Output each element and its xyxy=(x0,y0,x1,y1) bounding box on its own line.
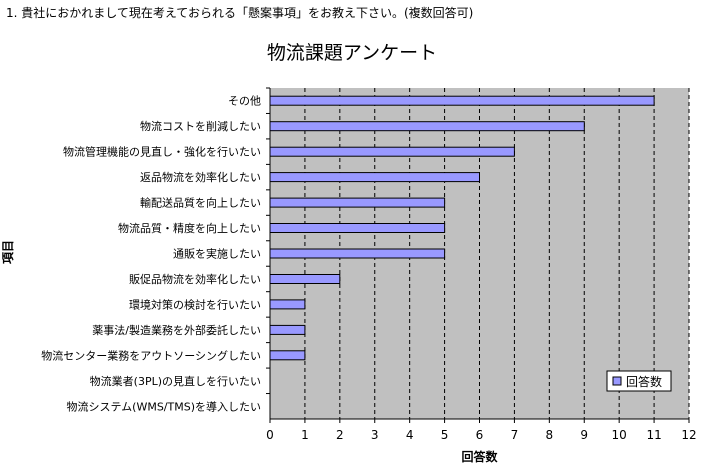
bar-5 xyxy=(269,223,446,233)
bar-9 xyxy=(269,324,306,335)
category-label-11: 物流業者(3PL)の見直しを行いたい xyxy=(90,374,261,388)
x-tick-label-4: 4 xyxy=(406,428,414,442)
bar-4 xyxy=(269,197,446,208)
category-label-1: 物流コストを削減したい xyxy=(140,119,261,133)
x-tick-label-2: 2 xyxy=(336,428,344,442)
x-axis-title: 回答数 xyxy=(461,449,498,464)
x-tick-label-3: 3 xyxy=(371,428,379,442)
x-tick-label-12: 12 xyxy=(681,428,696,442)
y-axis-title: 項目 xyxy=(1,240,15,264)
category-label-4: 輸配送品質を向上したい xyxy=(140,196,261,210)
category-label-0: その他 xyxy=(228,95,261,108)
category-label-5: 物流品質・精度を向上したい xyxy=(118,221,261,235)
bar-8 xyxy=(269,299,306,310)
category-label-8: 環境対策の検討を行いたい xyxy=(129,297,261,311)
bar-7 xyxy=(269,274,341,284)
legend-swatch xyxy=(612,376,622,386)
question-text: 1. 貴社におかれまして現在考えておられる「懸案事項」をお教え下さい。(複数回答… xyxy=(6,6,474,20)
bar-2 xyxy=(269,146,515,157)
bar-0 xyxy=(269,95,655,106)
x-tick-label-10: 10 xyxy=(612,428,627,442)
bar-3 xyxy=(269,172,480,183)
x-tick-label-9: 9 xyxy=(580,428,588,442)
category-label-9: 薬事法/製造業務を外部委託したい xyxy=(92,323,261,337)
bar-6 xyxy=(269,248,446,259)
legend-box xyxy=(606,370,672,392)
category-label-6: 通販を実施したい xyxy=(173,247,261,261)
x-tick-label-11: 11 xyxy=(646,428,661,442)
category-label-12: 物流システム(WMS/TMS)を導入したい xyxy=(66,399,261,413)
x-tick-label-5: 5 xyxy=(441,428,449,442)
x-tick-label-6: 6 xyxy=(476,428,484,442)
x-tick-label-7: 7 xyxy=(511,428,519,442)
chart-title: 物流課題アンケート xyxy=(266,42,438,64)
x-tick-label-1: 1 xyxy=(301,428,309,442)
x-tick-label-0: 0 xyxy=(266,428,274,442)
legend-label: 回答数 xyxy=(626,374,662,389)
x-tick-label-8: 8 xyxy=(546,428,554,442)
category-label-3: 返品物流を効率化したい xyxy=(140,170,261,184)
category-label-10: 物流センター業務をアウトソーシングしたい xyxy=(41,348,261,362)
category-label-7: 販促品物流を効率化したい xyxy=(129,272,261,286)
category-label-2: 物流管理機能の見直し・強化を行いたい xyxy=(63,145,261,159)
bar-10 xyxy=(269,350,306,361)
bar-1 xyxy=(269,121,585,132)
